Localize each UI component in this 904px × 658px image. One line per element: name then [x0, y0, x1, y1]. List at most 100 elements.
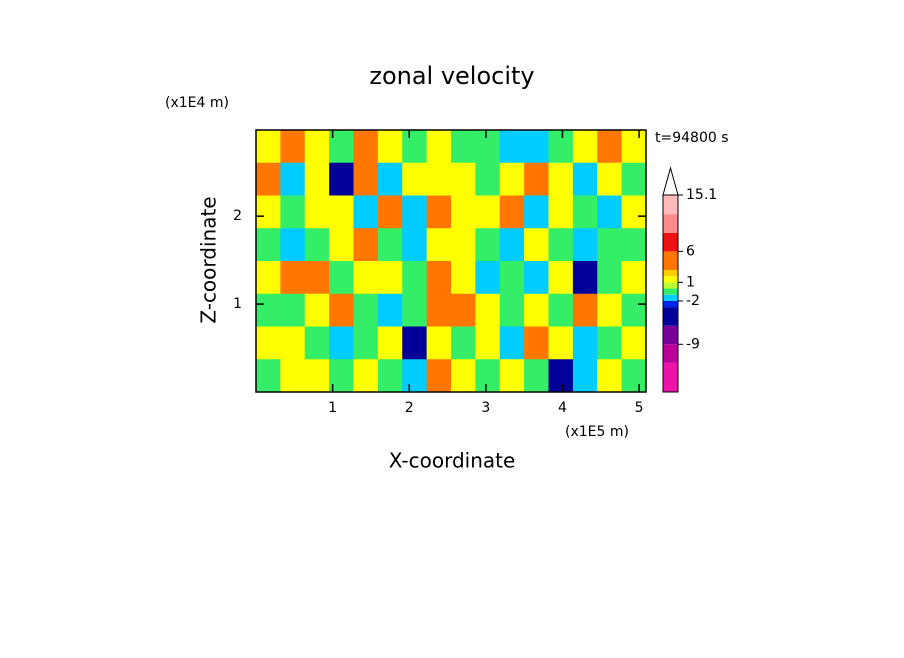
colorbar-frame — [662, 194, 679, 393]
field-cell — [499, 326, 525, 360]
field-cell — [329, 326, 354, 360]
field-cell — [256, 162, 281, 196]
x-tick-label: 1 — [328, 400, 337, 416]
field-cell — [572, 162, 598, 196]
field-cell — [597, 162, 623, 196]
field-cell — [304, 130, 330, 164]
colorbar-segment — [663, 282, 678, 289]
field-cell — [377, 162, 403, 196]
field-cell — [280, 326, 306, 360]
field-cell — [353, 359, 379, 393]
field-cell — [402, 359, 428, 393]
field-cell — [524, 359, 549, 393]
field-cell — [621, 326, 647, 360]
field-cell — [499, 228, 525, 262]
field-cell — [280, 293, 306, 327]
x-axis-label: X-coordinate — [389, 449, 516, 473]
field-cell — [256, 130, 281, 164]
y-axis-label: Z-coordinate — [197, 196, 221, 323]
field-cell — [280, 261, 306, 295]
field-cell — [451, 293, 476, 327]
field-cell — [426, 195, 452, 229]
field-cell — [256, 359, 281, 393]
x-tick-label: 2 — [405, 400, 414, 416]
field-cell — [329, 261, 354, 295]
field-cell — [621, 195, 647, 229]
field-cell — [451, 162, 476, 196]
colorbar-segment — [663, 251, 678, 270]
field-cell — [524, 293, 549, 327]
field-cell — [621, 261, 647, 295]
field-cell — [597, 261, 623, 295]
field-cell — [402, 228, 428, 262]
field-cell — [499, 162, 525, 196]
field-cell — [304, 359, 330, 393]
field-cell — [377, 228, 403, 262]
field-cell — [548, 293, 574, 327]
field-cell — [621, 293, 647, 327]
field-cell — [499, 359, 525, 393]
plot-frame — [255, 129, 647, 393]
colorbar-tick-label: 6 — [686, 243, 695, 259]
field-cell — [524, 228, 549, 262]
field-cell — [597, 326, 623, 360]
field-cell — [524, 261, 549, 295]
field-cell — [499, 293, 525, 327]
field-cell — [377, 195, 403, 229]
field-cell — [475, 326, 501, 360]
colorbar-segment — [663, 344, 678, 363]
field-cell — [304, 195, 330, 229]
field-cell — [280, 195, 306, 229]
y-tick-label: 1 — [233, 296, 242, 312]
colorbar-tick-label: -9 — [686, 336, 700, 352]
field-cell — [451, 359, 476, 393]
field-cell — [353, 228, 379, 262]
field-cell — [572, 359, 598, 393]
field-cell — [426, 130, 452, 164]
field-cell — [524, 162, 549, 196]
colorbar-segment — [663, 214, 678, 233]
field-cell — [572, 130, 598, 164]
field-cell — [426, 162, 452, 196]
field-cell — [426, 228, 452, 262]
field-cell — [548, 195, 574, 229]
field-cell — [329, 162, 354, 196]
field-cell — [475, 195, 501, 229]
field-cell — [377, 293, 403, 327]
field-cell — [256, 228, 281, 262]
field-cell — [597, 130, 623, 164]
field-cell — [499, 261, 525, 295]
field-cell — [548, 228, 574, 262]
field-cell — [548, 130, 574, 164]
field-cell — [475, 162, 501, 196]
field-cell — [499, 130, 525, 164]
field-cell — [280, 359, 306, 393]
field-cell — [597, 359, 623, 393]
field-cell — [572, 228, 598, 262]
colorbar-segment — [663, 300, 678, 308]
field-cell — [353, 195, 379, 229]
field-cell — [451, 261, 476, 295]
field-cell — [304, 228, 330, 262]
field-cell — [451, 195, 476, 229]
field-cell — [524, 195, 549, 229]
field-cell — [451, 326, 476, 360]
field-cell — [353, 261, 379, 295]
field-cell — [597, 228, 623, 262]
field-cell — [475, 293, 501, 327]
x-unit: (x1E5 m) — [565, 424, 629, 440]
field-cell — [256, 293, 281, 327]
field-cell — [353, 130, 379, 164]
field-cell — [353, 162, 379, 196]
field-cell — [475, 228, 501, 262]
field-cell — [548, 261, 574, 295]
field-cell — [621, 359, 647, 393]
field-cell — [402, 162, 428, 196]
field-cell — [548, 326, 574, 360]
colorbar-segment — [663, 288, 678, 295]
field-cell — [426, 359, 452, 393]
field-cell — [402, 130, 428, 164]
field-cell — [597, 293, 623, 327]
field-cell — [329, 293, 354, 327]
